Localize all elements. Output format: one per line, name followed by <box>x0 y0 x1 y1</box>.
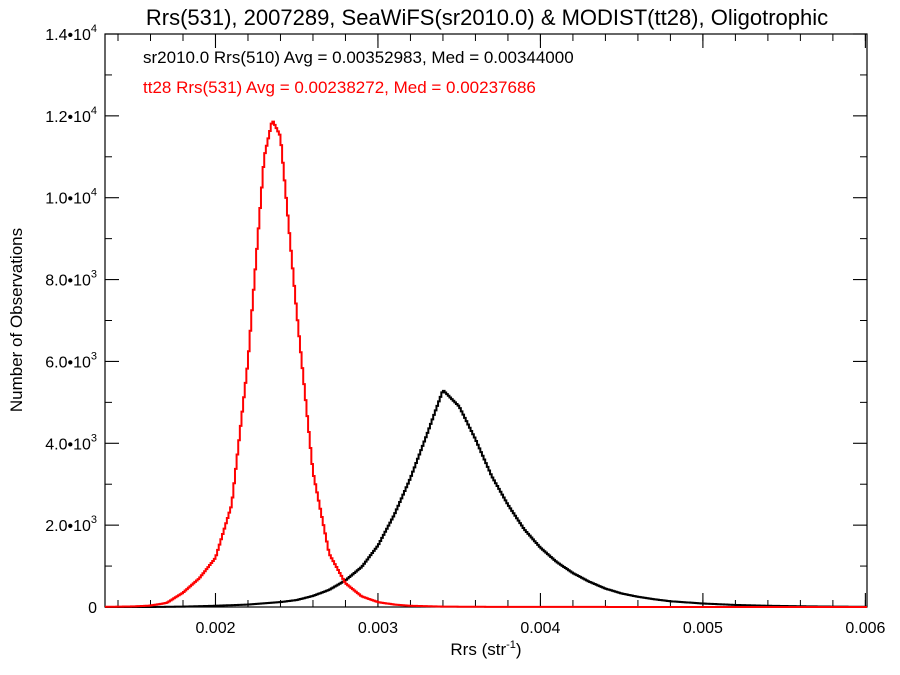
histogram-series-0 <box>105 389 867 608</box>
x-tick-label: 0.003 <box>358 620 398 637</box>
y-tick-label: 1.0•104 <box>45 187 97 208</box>
y-tick-label: 1.2•104 <box>45 105 97 126</box>
y-tick-label: 8.0•103 <box>45 269 97 290</box>
plot-frame <box>104 33 868 608</box>
histogram-series-1 <box>105 120 867 608</box>
annotation-sr2010: sr2010.0 Rrs(510) Avg = 0.00352983, Med … <box>143 48 574 67</box>
x-tick-label: 0.004 <box>520 620 560 637</box>
annotation-tt28: tt28 Rrs(531) Avg = 0.00238272, Med = 0.… <box>143 78 536 97</box>
series-group <box>105 120 867 608</box>
chart-title: Rrs(531), 2007289, SeaWiFS(sr2010.0) & M… <box>146 5 828 30</box>
y-axis-label: Number of Observations <box>7 228 26 412</box>
y-tick-label: 0 <box>88 600 97 617</box>
x-tick-label: 0.005 <box>683 620 723 637</box>
x-tick-label: 0.002 <box>195 620 235 637</box>
y-tick-label: 4.0•103 <box>45 432 97 453</box>
axis-ticks: 0.002 0.003 0.004 0.005 0.006 0 2.0•103 4.0•103… <box>45 23 885 637</box>
y-tick-label: 1.4•104 <box>45 23 97 44</box>
x-tick-label: 0.006 <box>845 620 885 637</box>
y-tick-label: 2.0•103 <box>45 514 97 535</box>
x-axis-label: Rrs (str-1) <box>450 639 521 659</box>
y-tick-label: 6.0•103 <box>45 350 97 371</box>
